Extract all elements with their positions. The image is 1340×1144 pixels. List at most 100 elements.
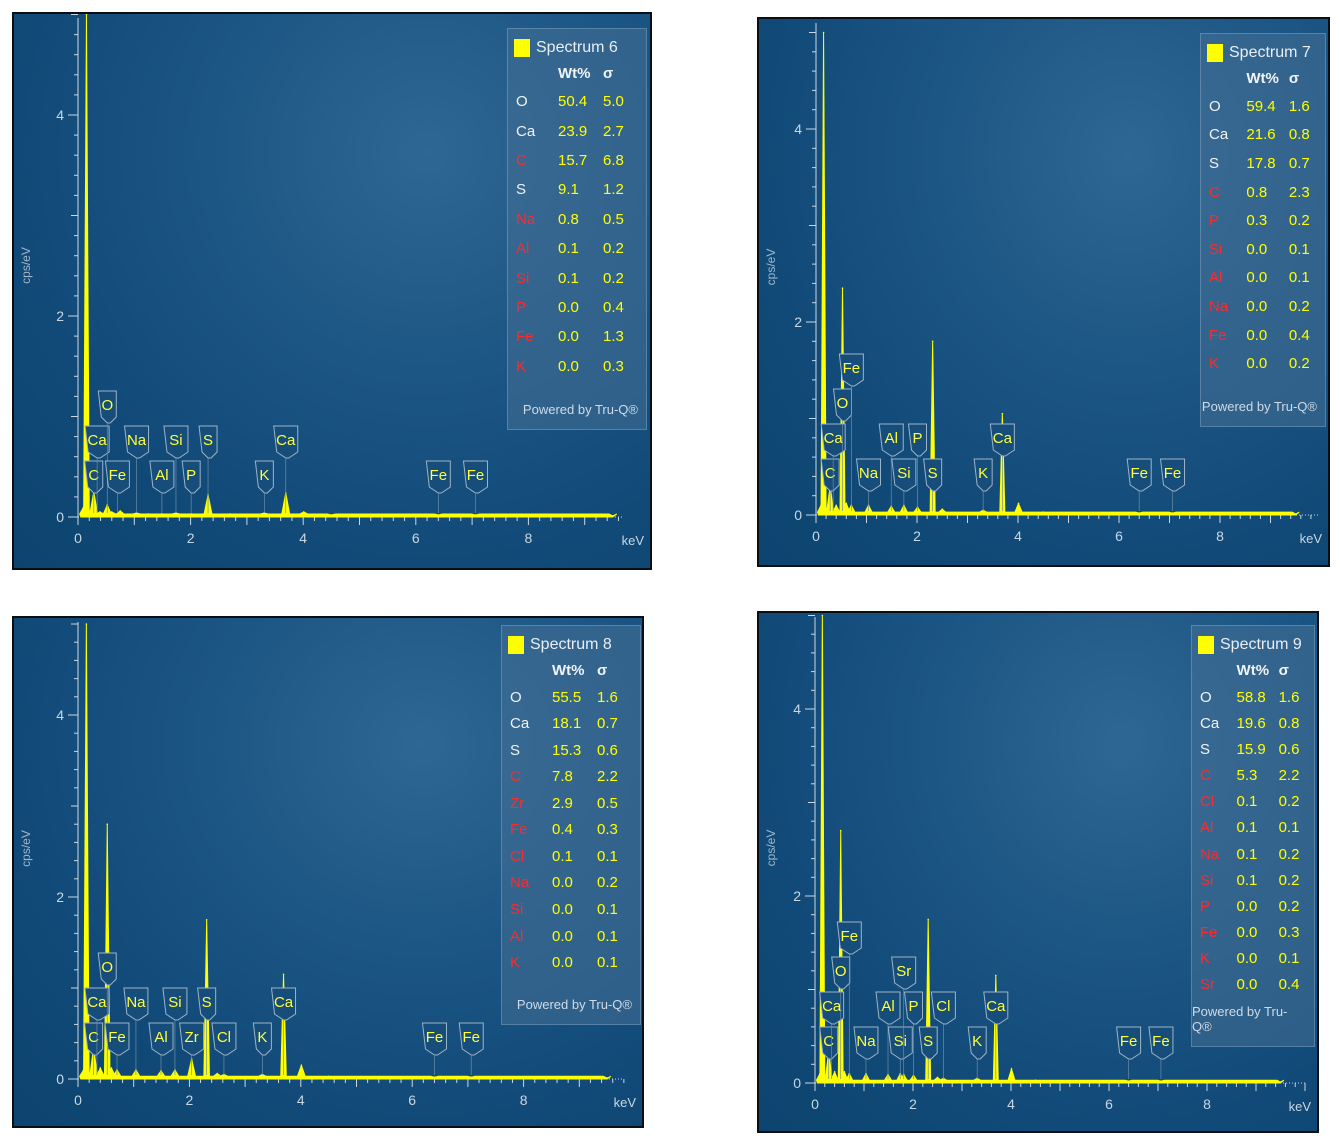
table-cell: 1.6: [1278, 688, 1300, 706]
data-point: [300, 1064, 303, 1067]
table-cell: 0.1: [1236, 793, 1258, 811]
svg-text:Fe: Fe: [109, 467, 127, 484]
data-point: [1034, 1079, 1037, 1081]
svg-text:Fe: Fe: [462, 1029, 480, 1046]
table-cell: P: [516, 298, 527, 316]
table-cell: Si: [516, 269, 530, 287]
svg-text:Fe: Fe: [1130, 465, 1148, 482]
x-tick-label: 4: [1014, 528, 1022, 544]
table-cell: 15.9: [1236, 740, 1266, 758]
legend-header: Spectrum 7: [1201, 34, 1325, 62]
table-cell: 15.7: [558, 151, 588, 169]
data-point: [282, 973, 285, 976]
x-axis-label: keV: [1300, 531, 1323, 546]
table-cell: 9.1: [558, 181, 579, 199]
svg-text:O: O: [835, 963, 847, 980]
data-point: [941, 508, 944, 511]
table-row: Si 0.1 0.2: [516, 263, 643, 292]
data-point: [327, 1075, 330, 1078]
table-cell: 0.1: [1236, 845, 1258, 863]
svg-text:C: C: [823, 1033, 834, 1050]
data-point: [161, 513, 163, 515]
data-point: [433, 1076, 436, 1078]
table-cell: Na: [1209, 297, 1229, 315]
x-tick-label: 2: [909, 1096, 917, 1112]
peak-label: K: [967, 1026, 987, 1079]
table-header: [516, 63, 558, 87]
svg-text:S: S: [928, 465, 938, 482]
svg-text:O: O: [101, 397, 113, 414]
table-cell: O: [510, 688, 522, 706]
peak-label: Si: [162, 987, 188, 1075]
table-cell: Si: [1200, 871, 1214, 889]
legend-title: Spectrum 7: [1229, 44, 1311, 61]
svg-text:S: S: [203, 432, 213, 449]
table-row: O 59.4 1.6: [1209, 92, 1325, 121]
data-point: [474, 514, 477, 516]
table-cell: Cl: [510, 847, 525, 865]
table-cell: Si: [1209, 240, 1223, 258]
table-row: Na 0.1 0.2: [1200, 841, 1314, 867]
table-header: [1209, 68, 1246, 92]
table-row: K 0.0 0.2: [1209, 349, 1325, 378]
table-cell: Al: [1200, 819, 1214, 837]
table-cell: 1.6: [1288, 97, 1310, 115]
data-point: [1042, 511, 1045, 513]
svg-text:Si: Si: [168, 994, 181, 1011]
peak-label: Na: [855, 458, 882, 511]
table-cell: 0.0: [552, 874, 573, 892]
peak-label: Fe: [1116, 1026, 1142, 1079]
x-tick-label: 8: [520, 1092, 528, 1108]
table-cell: Fe: [516, 328, 534, 346]
svg-text:Cl: Cl: [936, 998, 950, 1015]
table-cell: P: [1200, 897, 1211, 915]
table-row: O 55.5 1.6: [510, 684, 637, 711]
table-cell: C: [1209, 183, 1220, 201]
peak-label: Cl: [930, 991, 956, 1079]
table-cell: 0.3: [603, 357, 624, 375]
svg-text:O: O: [101, 959, 113, 976]
table-cell: 0.7: [597, 715, 618, 733]
table-cell: 0.2: [1278, 845, 1300, 863]
legend-header: Spectrum 9: [1192, 626, 1314, 654]
composition-table: Wt% σ O 58.8 1.6 Ca 19.6 0.8 S 15.9 0.6 C 5.3 2.2 Cl 0.…: [1200, 660, 1314, 998]
table-cell: 0.1: [1236, 871, 1258, 889]
table-cell: Sr: [1200, 976, 1215, 994]
peak-label: Fe: [838, 353, 864, 511]
peak-label: C: [84, 460, 104, 513]
legend-title: Spectrum 6: [536, 39, 618, 56]
table-cell: 5.3: [1236, 767, 1258, 785]
y-tick-label: 2: [793, 888, 801, 904]
table-row: C 15.7 6.8: [516, 146, 643, 175]
table-row: K 0.0 0.3: [516, 352, 643, 381]
svg-text:Fe: Fe: [1120, 1033, 1138, 1050]
svg-text:P: P: [186, 467, 196, 484]
data-point: [1017, 502, 1020, 505]
peak-label: O: [831, 956, 851, 1079]
table-row: Fe 0.0 0.4: [1209, 321, 1325, 350]
table-cell: 6.8: [603, 151, 624, 169]
table-row: S 15.3 0.6: [510, 737, 637, 764]
svg-text:Fe: Fe: [1152, 1033, 1170, 1050]
table-cell: 0.0: [1236, 950, 1258, 968]
x-axis-label: keV: [614, 1095, 637, 1110]
table-cell: C: [510, 768, 521, 786]
table-cell: 0.2: [1288, 212, 1310, 230]
legend-swatch: [1198, 636, 1214, 654]
table-cell: 0.0: [1246, 297, 1268, 315]
svg-text:Si: Si: [897, 465, 910, 482]
table-cell: 0.8: [558, 210, 579, 228]
peak-label: Ca: [983, 991, 1009, 1079]
svg-text:Ca: Ca: [87, 994, 107, 1011]
table-cell: 0.2: [1278, 897, 1300, 915]
table-cell: 0.0: [558, 357, 579, 375]
table-cell: C: [1200, 767, 1211, 785]
y-tick-label: 0: [56, 509, 64, 525]
table-cell: 18.1: [552, 715, 582, 733]
spectrum-series: [816, 32, 1300, 516]
peak-label: Sr: [891, 956, 917, 1079]
table-row: Na 0.0 0.2: [1209, 292, 1325, 321]
x-tick-label: 0: [74, 530, 82, 546]
table-cell: 0.6: [597, 741, 618, 759]
svg-text:Zr: Zr: [185, 1029, 199, 1046]
